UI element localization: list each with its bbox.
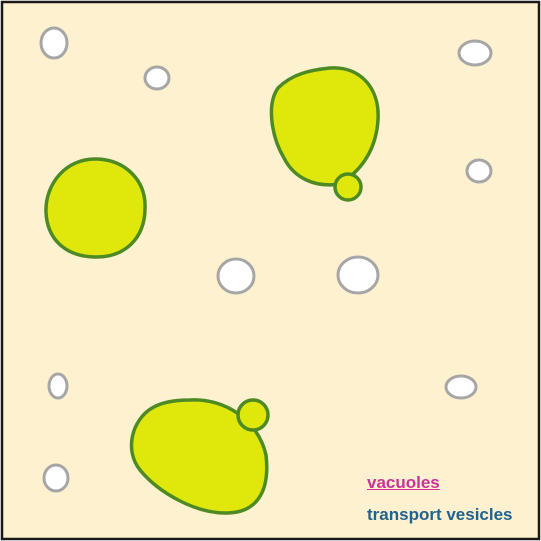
vacuole xyxy=(269,66,380,187)
transport-vesicle xyxy=(143,65,171,91)
vacuole xyxy=(129,398,269,515)
transport-vesicle xyxy=(465,158,493,184)
transport-vesicle xyxy=(42,463,70,493)
transport-vesicle xyxy=(336,255,380,295)
vacuole-bud xyxy=(333,172,363,202)
transport-vesicle xyxy=(216,257,256,295)
transport-vesicle xyxy=(444,374,478,400)
vacuole-bud xyxy=(236,398,270,432)
transport-vesicle xyxy=(47,372,69,400)
legend-vacuoles-label: vacuoles xyxy=(367,473,440,492)
transport-vesicle xyxy=(39,26,69,60)
legend-transport-vesicles-label: transport vesicles xyxy=(367,505,513,524)
transport-vesicle xyxy=(457,39,493,67)
vacuole xyxy=(44,157,147,259)
